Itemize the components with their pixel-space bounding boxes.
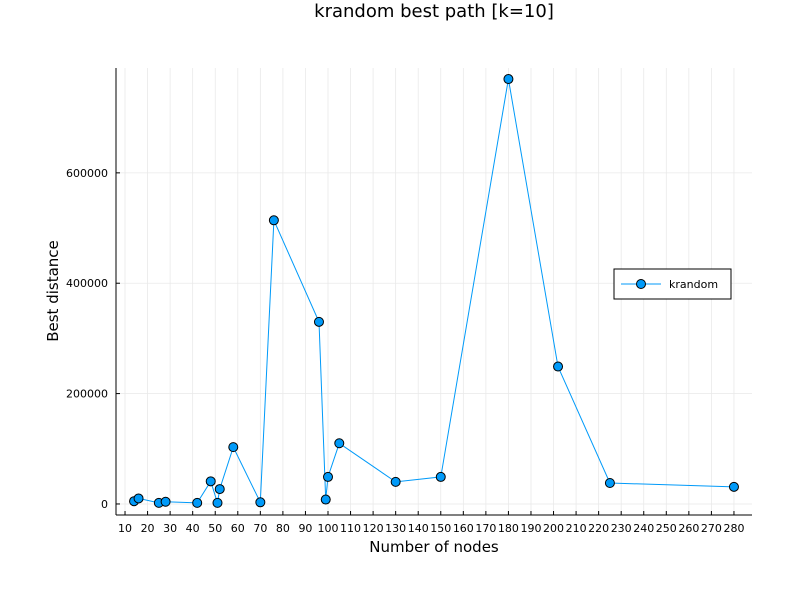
- x-tick-label: 230: [611, 522, 632, 535]
- y-tick-label: 0: [101, 498, 108, 511]
- y-tick-label: 400000: [66, 277, 108, 290]
- x-tick-label: 190: [520, 522, 541, 535]
- data-point: [334, 438, 345, 449]
- data-point: [604, 477, 615, 488]
- legend-marker: [636, 279, 646, 289]
- x-tick-label: 220: [588, 522, 609, 535]
- data-point: [255, 497, 266, 508]
- series-layer: [129, 74, 739, 508]
- x-tick-label: 40: [186, 522, 200, 535]
- data-point: [320, 494, 331, 505]
- x-tick-label: 90: [298, 522, 312, 535]
- data-point: [553, 361, 564, 372]
- legend-label: krandom: [669, 278, 718, 291]
- data-point: [192, 497, 203, 508]
- x-tick-label: 30: [163, 522, 177, 535]
- data-point: [323, 471, 333, 482]
- x-tick-label: 60: [231, 522, 245, 535]
- x-tick-label: 180: [498, 522, 519, 535]
- x-tick-label: 140: [408, 522, 429, 535]
- x-tick-label: 100: [318, 522, 339, 535]
- x-tick-label: 80: [276, 522, 290, 535]
- data-point: [228, 442, 239, 453]
- data-point: [390, 476, 401, 487]
- x-tick-label: 120: [363, 522, 384, 535]
- x-axis-label: Number of nodes: [369, 538, 499, 556]
- data-point: [313, 316, 324, 327]
- data-point: [214, 484, 225, 495]
- x-tick-label: 270: [701, 522, 722, 535]
- axes: [115, 68, 752, 516]
- data-point: [728, 481, 739, 492]
- data-point: [435, 471, 446, 482]
- x-ticks: 10 20 30 40 50 60 70 80 90 100 110 120 130 140 150 160 1…: [118, 511, 744, 535]
- data-point: [212, 497, 223, 508]
- x-tick-label: 130: [385, 522, 406, 535]
- x-tick-label: 170: [475, 522, 496, 535]
- x-tick-label: 210: [566, 522, 587, 535]
- legend: krandom: [613, 268, 732, 300]
- x-tick-label: 250: [656, 522, 677, 535]
- x-tick-label: 260: [678, 522, 699, 535]
- x-tick-label: 280: [723, 522, 744, 535]
- x-tick-label: 160: [453, 522, 474, 535]
- y-tick-label: 200000: [66, 388, 108, 401]
- y-ticks: 0 200000 400000 600000: [66, 167, 120, 511]
- x-tick-label: 110: [340, 522, 361, 535]
- chart-title: krandom best path [k=10]: [314, 1, 554, 22]
- data-point: [503, 74, 514, 85]
- x-tick-label: 200: [543, 522, 564, 535]
- data-point: [133, 493, 144, 504]
- data-point: [205, 476, 216, 487]
- x-tick-label: 150: [430, 522, 451, 535]
- x-tick-label: 20: [141, 522, 155, 535]
- x-tick-label: 10: [118, 522, 132, 535]
- x-tick-label: 50: [208, 522, 222, 535]
- data-point: [268, 215, 279, 226]
- x-tick-label: 70: [253, 522, 267, 535]
- x-tick-label: 240: [633, 522, 654, 535]
- data-point: [160, 496, 171, 507]
- y-axis-label: Best distance: [44, 240, 62, 342]
- y-tick-label: 600000: [66, 167, 108, 180]
